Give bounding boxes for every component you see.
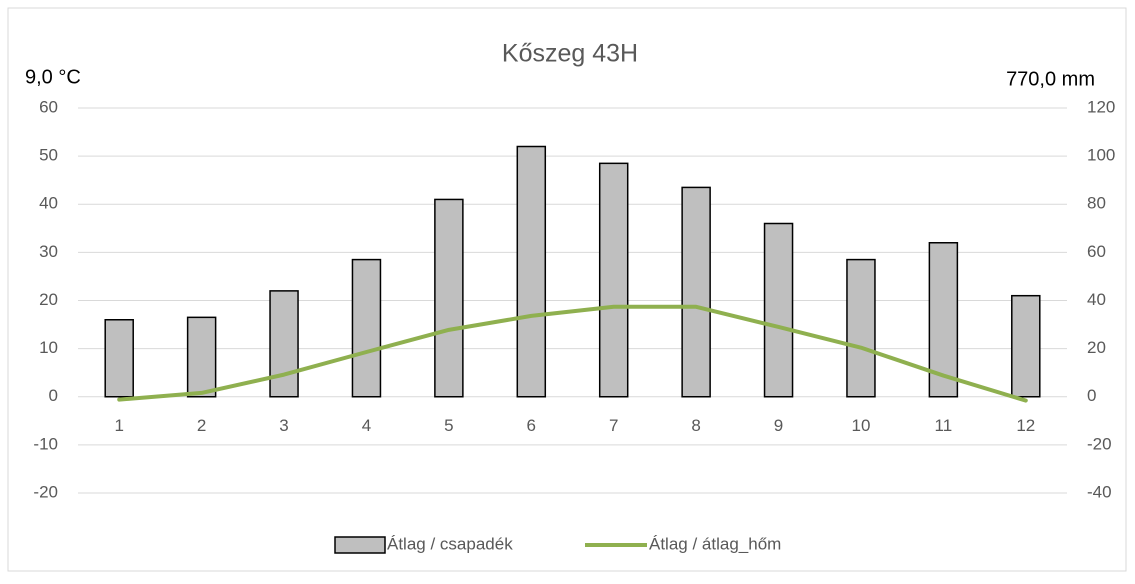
y-tick-label: 0 [49, 386, 58, 405]
y2-tick-label: -40 [1087, 482, 1112, 501]
y-tick-label: 50 [39, 146, 58, 165]
y-tick-label: 20 [39, 290, 58, 309]
x-tick-label: 7 [609, 416, 618, 435]
annotation: 770,0 mm [1006, 68, 1095, 90]
y2-tick-label: 120 [1087, 97, 1115, 116]
x-tick-label: 1 [114, 416, 123, 435]
annotation: 9,0 °C [25, 66, 81, 88]
bar [598, 162, 629, 398]
x-tick-label: 11 [935, 416, 953, 435]
legend-label: Átlag / átlag_hőm [649, 534, 781, 553]
y2-tick-label: -20 [1087, 434, 1112, 453]
x-tick-label: 9 [774, 416, 783, 435]
bar [186, 316, 217, 398]
x-tick-label: 12 [1016, 416, 1035, 435]
y2-tick-label: 40 [1087, 290, 1106, 309]
bar [681, 186, 711, 398]
legend-swatch [334, 536, 386, 554]
x-tick-label: 2 [197, 416, 206, 435]
chart-border [7, 7, 1127, 572]
bar [434, 198, 464, 398]
bar [846, 258, 876, 398]
y2-tick-label: 80 [1087, 194, 1106, 213]
y-tick-label: 60 [39, 97, 58, 116]
bar [351, 258, 382, 398]
bar [763, 222, 794, 398]
y-tick-label: -10 [33, 434, 58, 453]
x-tick-label: 8 [691, 416, 700, 435]
y2-tick-label: 20 [1087, 338, 1106, 357]
x-tick-label: 6 [527, 416, 536, 435]
x-tick-label: 10 [851, 416, 870, 435]
y-tick-label: 10 [39, 338, 58, 357]
y2-tick-label: 60 [1087, 242, 1106, 261]
bar [1011, 294, 1041, 398]
bar [104, 319, 134, 398]
y-tick-label: -20 [33, 482, 58, 501]
y-tick-label: 30 [39, 242, 58, 261]
line [117, 304, 1028, 403]
x-tick-label: 5 [444, 416, 453, 435]
x-tick-label: 3 [279, 416, 288, 435]
x-tick-label: 4 [362, 416, 371, 435]
chart-title: Kőszeg 43H [502, 40, 638, 68]
y2-tick-label: 100 [1087, 146, 1115, 165]
y-tick-label: 40 [39, 194, 58, 213]
bar [269, 290, 299, 398]
legend-label: Átlag / csapadék [387, 534, 513, 553]
bar [516, 145, 547, 398]
y2-tick-label: 0 [1087, 386, 1096, 405]
